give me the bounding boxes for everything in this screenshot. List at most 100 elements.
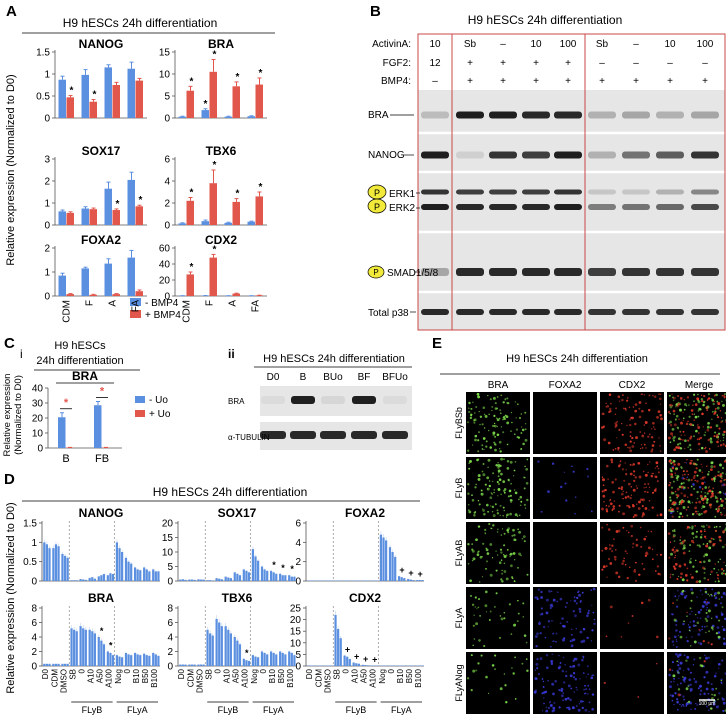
cell [723,570,725,572]
cell [493,414,496,417]
cell [610,461,613,464]
cell [679,442,682,445]
y-tick-label: 5 [164,92,170,103]
bar [260,651,264,666]
cell [669,496,672,499]
cell [472,419,476,422]
cell [625,529,628,532]
x-tick-label: A50 [360,668,369,683]
cell [692,620,695,623]
cell [540,596,544,599]
cell [696,438,699,441]
cell [720,504,724,507]
significance-marker: * [100,626,104,636]
cell [516,620,519,623]
cell [712,538,714,540]
cell [721,471,724,475]
cell [584,692,587,695]
cell [716,572,718,574]
cell [510,411,513,414]
bar [233,572,236,581]
cell [480,489,483,492]
blot-label-p38: Total p38 [368,308,409,319]
bar [154,571,157,581]
cell [714,592,718,595]
band [588,151,616,159]
y-tick-label: 60 [159,244,171,255]
cell [611,544,614,547]
micrograph-flyanog-bra [466,652,530,714]
cell [690,576,694,579]
cell [686,476,689,478]
cell [691,404,694,407]
cell [591,707,595,711]
cell [524,423,527,425]
cell [720,511,722,514]
cell [717,491,720,494]
cell [514,656,516,659]
cell [699,436,703,440]
cell [656,553,658,556]
cell [511,667,513,669]
panel-e-column-labels: BRA FOXA2 CDX2 Merge [488,380,714,391]
cell [687,473,690,476]
cell [641,515,644,518]
cell [593,618,596,621]
bar [136,569,139,581]
cell [643,567,646,571]
bar [255,196,263,225]
cell [505,701,508,704]
bar [312,580,315,582]
cell [524,465,526,468]
cell [639,447,642,450]
cell [700,664,704,668]
cell [717,662,721,666]
bar [184,579,187,581]
x-tick-label: F [205,300,216,306]
cell [503,458,505,460]
cell [632,470,636,473]
y-tick-label: 1.5 [23,519,37,530]
cell [509,552,513,556]
cell [644,483,646,485]
cell [637,461,641,465]
cell [711,588,714,591]
cell [479,415,483,419]
cell [622,490,624,492]
legend-label-minus-uo: - Uo [149,395,168,406]
cell [617,395,621,398]
cell [477,439,480,442]
bar [112,85,120,118]
cell [685,687,689,691]
cell [694,559,697,562]
cell [690,573,692,576]
band [554,189,582,195]
cell [632,488,636,492]
cell [641,505,644,508]
cell [570,644,574,648]
bar [66,212,74,225]
cell [477,395,479,397]
cell [688,443,692,447]
cell [572,671,576,675]
x-tick-label: B [62,453,69,465]
cell [603,490,605,493]
cell [470,654,473,657]
cell [654,475,657,478]
cell [475,538,478,542]
cell [698,500,702,504]
cell [689,436,692,440]
bar [118,656,121,666]
cell [704,553,707,556]
y-tick-label: 15 [159,48,171,59]
cell [691,459,693,462]
cell [723,572,725,575]
cell [615,530,619,533]
cell [606,464,609,468]
cell [669,576,672,578]
x-tick-label: A [108,300,119,307]
bar [409,579,412,581]
cell [551,590,553,593]
cell [698,628,701,631]
